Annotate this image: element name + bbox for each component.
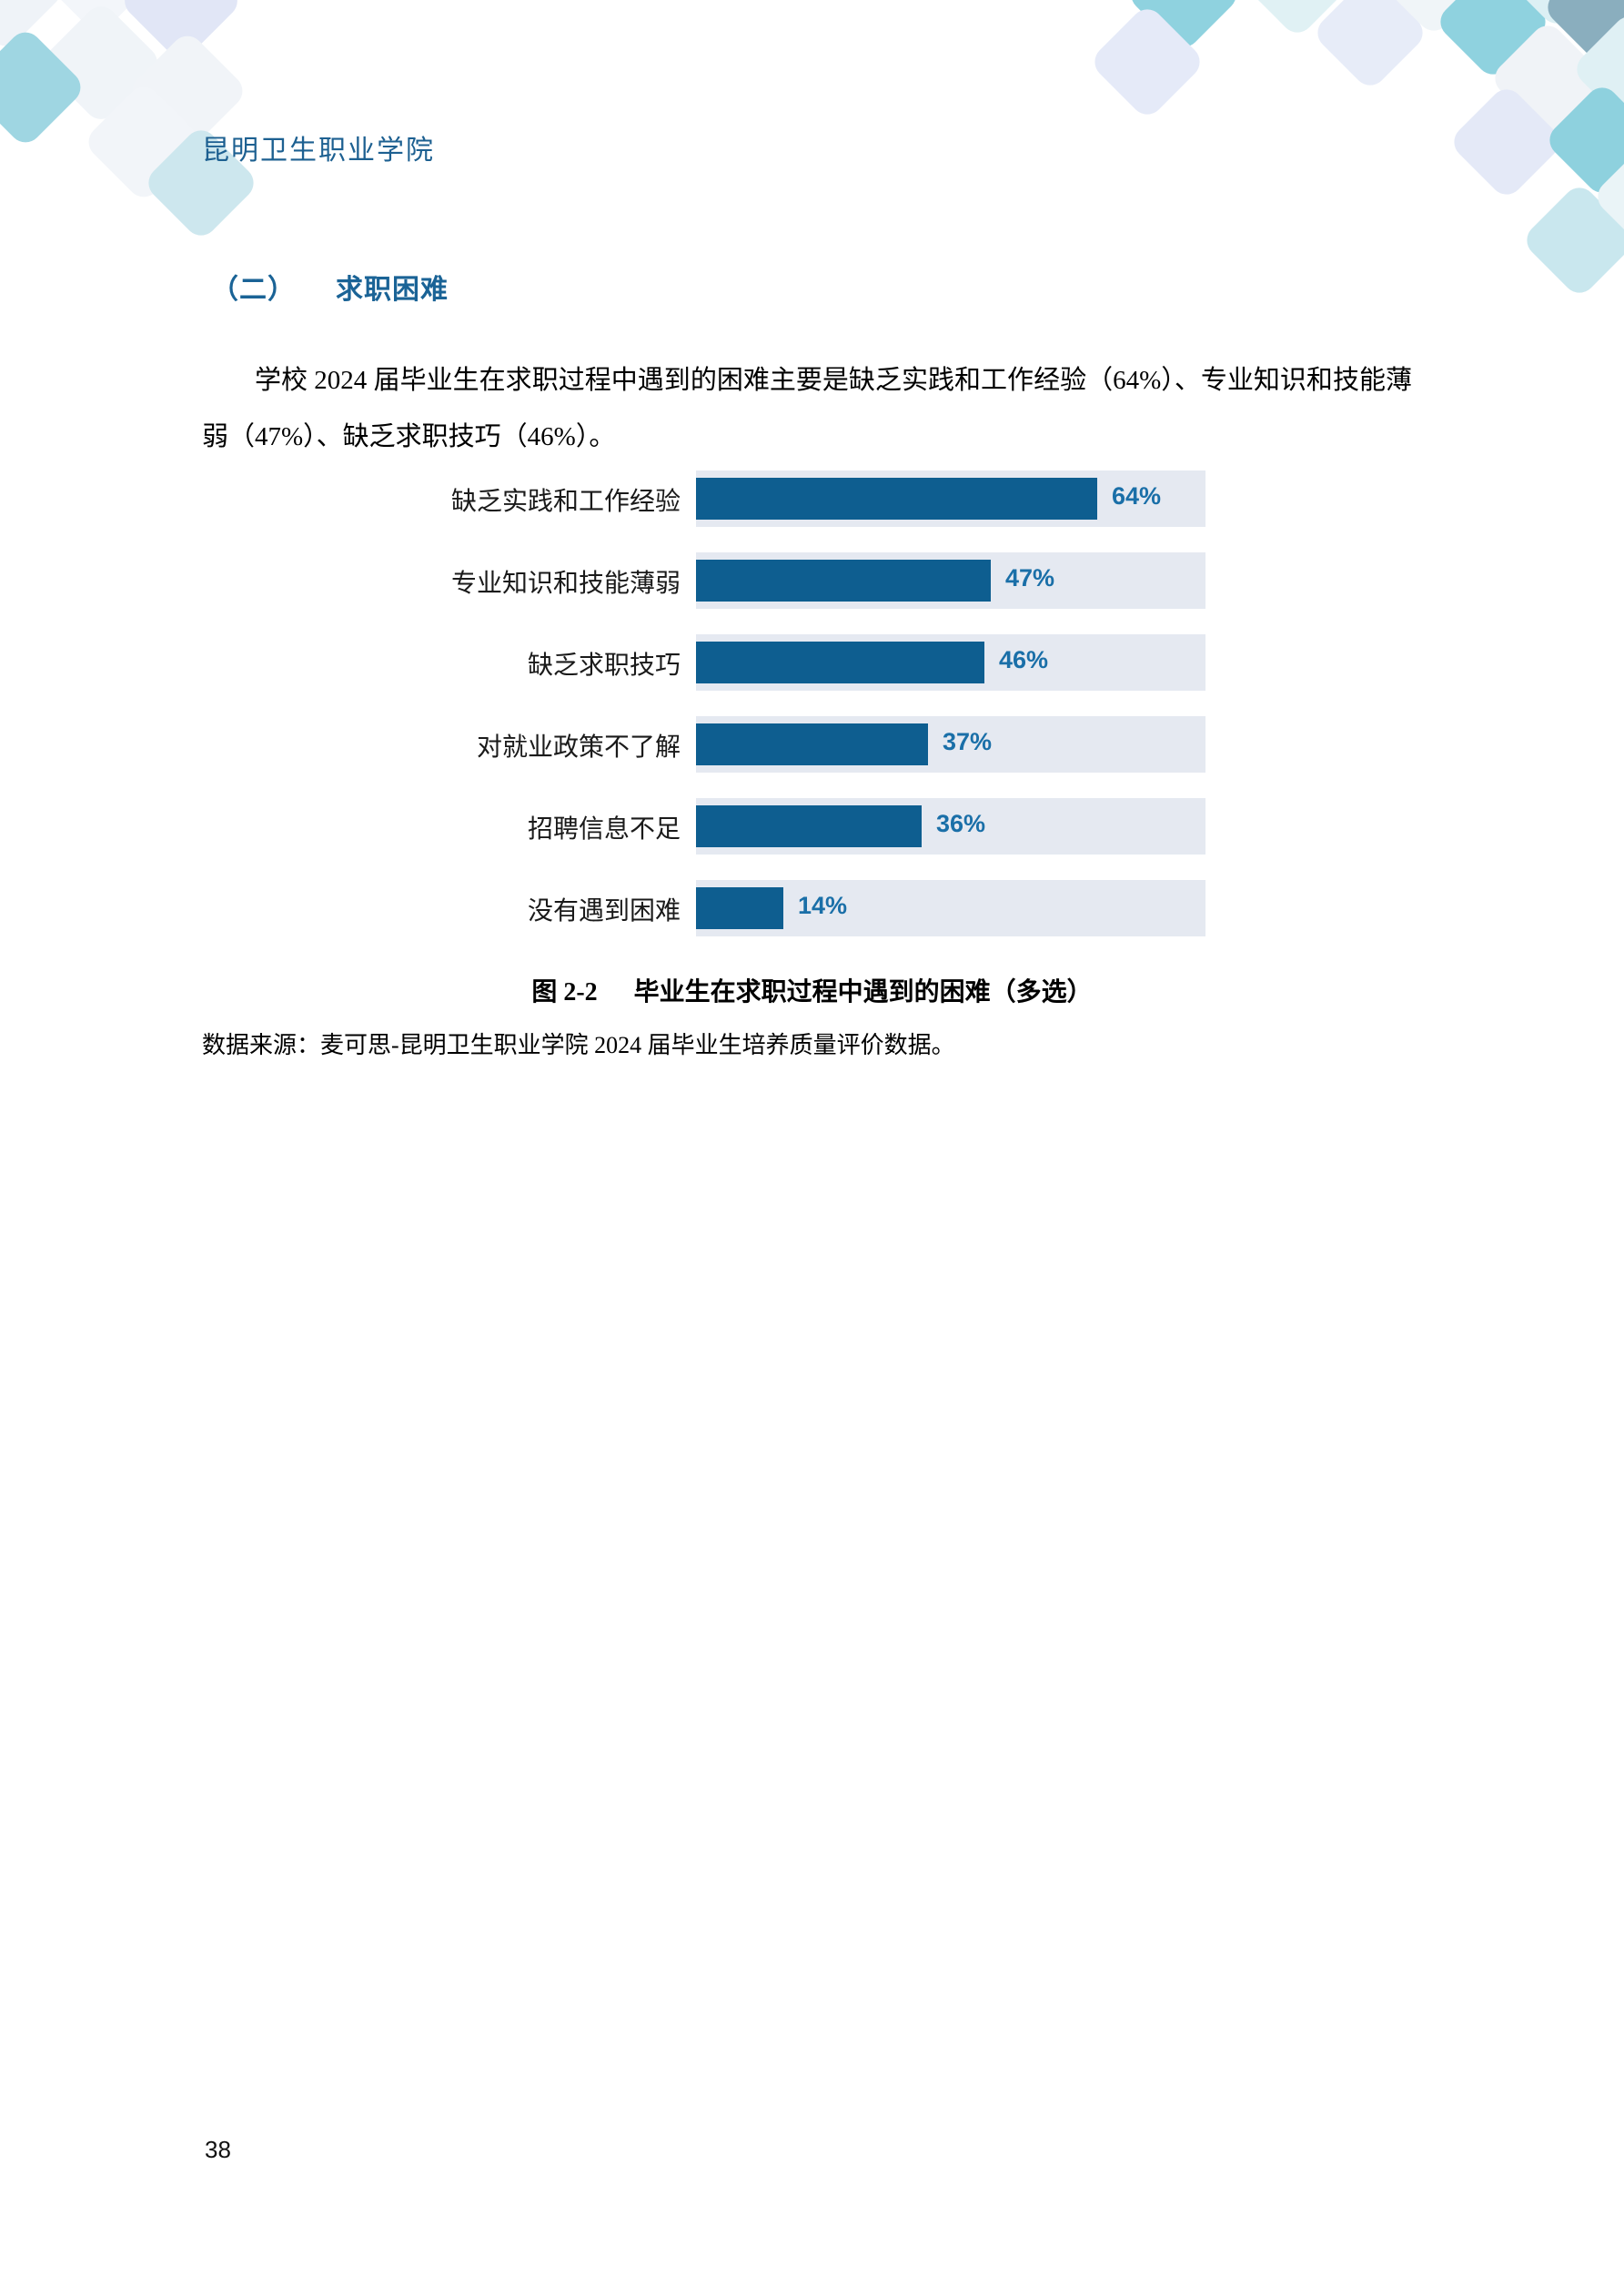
bar-chart: 缺乏实践和工作经验 64% 专业知识和技能薄弱 47% 缺乏求职技巧 46% 对… <box>0 455 1624 965</box>
diamond-shape <box>0 0 67 53</box>
chart-category-label: 没有遇到困难 <box>527 897 681 925</box>
chart-row: 专业知识和技能薄弱 47% <box>0 552 1624 609</box>
diamond-shape <box>34 0 163 37</box>
diamond-shape <box>1087 2 1207 122</box>
chart-bar <box>696 560 991 602</box>
chart-track <box>696 470 1205 527</box>
chart-track <box>696 552 1205 609</box>
diamond-shape <box>1540 0 1624 67</box>
figure-caption-number: 图 2-2 <box>531 978 598 1006</box>
diamond-shape <box>1497 0 1617 31</box>
chart-category-label: 专业知识和技能薄弱 <box>450 570 681 598</box>
diamond-shape <box>1310 0 1430 93</box>
chart-value-label: 36% <box>936 810 986 837</box>
chart-row: 对就业政策不了解 37% <box>0 716 1624 773</box>
chart-value-label: 64% <box>1112 482 1162 510</box>
diamond-shape <box>1488 18 1608 138</box>
figure-data-source: 数据来源：麦可思-昆明卫生职业学院 2024 届毕业生培养质量评价数据。 <box>202 1032 955 1058</box>
diamond-shape <box>1124 0 1244 55</box>
chart-bar <box>696 642 984 683</box>
chart-category-label: 对就业政策不了解 <box>476 733 681 762</box>
chart-track <box>696 798 1205 855</box>
chart-track <box>696 716 1205 773</box>
diamond-shape <box>37 0 165 126</box>
chart-row: 缺乏求职技巧 46% <box>0 634 1624 691</box>
chart-value-label: 46% <box>999 646 1049 673</box>
chart-track <box>696 880 1205 936</box>
page-number: 38 <box>205 2136 231 2163</box>
chart-category-label: 缺乏实践和工作经验 <box>450 488 681 516</box>
chart-bar <box>696 887 783 929</box>
chart-value-label: 37% <box>943 728 993 755</box>
chart-category-label: 招聘信息不足 <box>527 815 681 844</box>
chart-bar <box>696 723 928 765</box>
section-heading: （二） 求职困难 <box>211 267 449 307</box>
diamond-shape <box>1590 137 1624 257</box>
chart-bar <box>696 805 922 847</box>
chart-row: 招聘信息不足 36% <box>0 798 1624 855</box>
diamond-shape <box>82 80 206 204</box>
diamond-shape <box>1374 0 1494 38</box>
page-header-title: 昆明卫生职业学院 <box>202 136 435 166</box>
chart-row: 缺乏实践和工作经验 64% <box>0 470 1624 527</box>
diamond-shape <box>1569 9 1624 129</box>
section-paragraph: 学校 2024 届毕业生在求职过程中遇到的困难主要是缺乏实践和工作经验（64%）… <box>202 366 1412 451</box>
chart-category-label: 缺乏求职技巧 <box>527 652 681 680</box>
diamond-shape <box>1237 0 1357 40</box>
chart-track <box>696 634 1205 691</box>
chart-value-label: 47% <box>1005 564 1055 592</box>
diamond-shape <box>1447 82 1567 202</box>
chart-value-label: 14% <box>798 892 848 919</box>
diamond-shape <box>0 25 87 149</box>
section-number: （二） <box>211 275 296 305</box>
section-title: 求职困难 <box>336 275 449 305</box>
diamond-shape <box>117 0 245 65</box>
diamond-shape <box>1519 180 1624 300</box>
figure-caption: 图 2-2 毕业生在求职过程中遇到的困难（多选） <box>0 972 1624 1008</box>
chart-bar <box>696 478 1097 520</box>
chart-row: 没有遇到困难 14% <box>0 880 1624 936</box>
figure-caption-text: 毕业生在求职过程中遇到的困难（多选） <box>633 978 1093 1006</box>
diamond-shape <box>1433 0 1553 82</box>
diamond-shape <box>1542 80 1624 200</box>
